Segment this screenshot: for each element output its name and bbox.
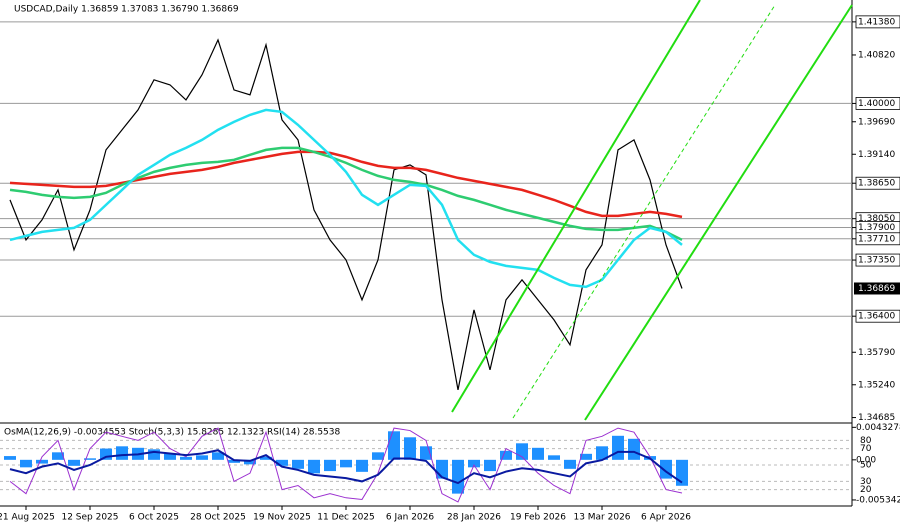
level-label-box [855, 253, 900, 267]
y-tick-label: 1.38650 [858, 179, 895, 189]
osma-bar [676, 459, 688, 486]
channel-lower [584, 4, 853, 421]
osma-bar [580, 453, 592, 460]
y-tick-label: 1.40820 [858, 50, 895, 60]
y2-tick-label: 0.00 [856, 455, 876, 465]
osma-bar [612, 435, 624, 460]
y-tick-label: 1.40000 [858, 99, 895, 109]
chart-title: USDCAD,Daily 1.36859 1.37083 1.36790 1.3… [14, 5, 239, 15]
level-label-box [855, 232, 900, 246]
y-tick-label: 70 [860, 444, 872, 454]
osma-bar [372, 452, 384, 460]
osma-bar [388, 431, 400, 460]
last-price-box [854, 282, 900, 295]
level-label-box [855, 97, 900, 110]
channel-mid [512, 4, 776, 419]
osma-bar [436, 459, 448, 479]
y-tick-label: 50 [860, 461, 872, 471]
osma-bar [212, 452, 224, 460]
osma-bar [52, 452, 64, 460]
osma-bar [532, 447, 544, 460]
osma-bar [164, 453, 176, 460]
osma-bar [564, 459, 576, 469]
oscillator-line [9, 427, 683, 503]
oscillator-title: OsMA(12,26,9) -0.0034553 Stoch(5,3,3) 15… [4, 428, 340, 438]
channel-upper [451, 0, 701, 413]
level-label-box [855, 15, 900, 29]
osma-bar [292, 459, 304, 469]
osma-bar [36, 459, 48, 464]
osma-bar [20, 459, 32, 468]
y-tick-label: 20 [860, 485, 872, 495]
y-tick-label: 80 [860, 436, 872, 446]
y-tick-label: 30 [860, 477, 872, 487]
osma-bar [308, 459, 320, 474]
x-tick-label: 6 Oct 2025 [129, 513, 179, 523]
level-label-box [855, 176, 900, 190]
osma-bar [452, 459, 464, 494]
moving-average [9, 108, 683, 289]
x-tick-label: 12 Sep 2025 [61, 513, 118, 523]
y-tick-label: 1.37710 [858, 234, 895, 244]
osma-bar [468, 459, 480, 468]
osma-bar [324, 459, 336, 472]
x-tick-label: 6 Apr 2026 [641, 513, 691, 523]
price-line [9, 38, 683, 391]
osma-bar [180, 456, 192, 460]
x-tick-label: 6 Jan 2026 [386, 513, 434, 523]
osma-bar [4, 456, 16, 460]
last-price-label: 1.36869 [858, 284, 895, 294]
level-label-box [855, 309, 900, 323]
moving-average [9, 146, 683, 242]
channel-lines [451, 0, 853, 421]
x-tick-label: 21 Aug 2025 [0, 513, 55, 523]
osma-bar [100, 448, 112, 460]
x-tick-label: 11 Dec 2025 [317, 513, 375, 523]
osma-bar [84, 458, 96, 460]
osma-bar [228, 459, 240, 463]
osma-bar [196, 455, 208, 460]
oscillator-line [9, 449, 683, 485]
y-tick-label: 1.39140 [858, 150, 895, 160]
y-tick-label: 1.35240 [858, 380, 895, 390]
moving-average [9, 150, 683, 219]
y-tick-label: 1.38050 [858, 214, 895, 224]
osma-bar [244, 459, 256, 465]
x-tick-label: 19 Feb 2026 [510, 513, 566, 523]
x-tick-label: 19 Nov 2025 [253, 513, 311, 523]
y-tick-label: 1.37350 [858, 256, 895, 266]
x-tick-label: 28 Jan 2026 [447, 513, 501, 523]
y-tick-label: 1.36400 [858, 312, 895, 322]
osma-bar [500, 450, 512, 460]
osma-bar [628, 438, 640, 460]
osma-bar [404, 437, 416, 460]
osma-bar [340, 459, 352, 468]
x-tick-label: 13 Mar 2026 [573, 513, 630, 523]
osma-bar [68, 459, 80, 466]
y-tick-label: 1.39690 [858, 117, 895, 127]
y2-tick-label: 0.0043278 [856, 423, 900, 433]
osma-bar [116, 446, 128, 460]
osma-bar [484, 459, 496, 472]
y2-tick-label: -0.0053424 [856, 495, 900, 505]
y-tick-label: 1.41380 [858, 17, 895, 27]
y-tick-label: 1.37900 [858, 223, 895, 233]
osma-bar [596, 446, 608, 460]
osma-bar [148, 449, 160, 460]
y-tick-label: 1.35790 [858, 348, 895, 358]
y-tick-label: 1.34685 [858, 413, 895, 423]
osma-bar [356, 459, 368, 472]
x-tick-label: 28 Oct 2025 [190, 513, 246, 523]
osma-bar [548, 455, 560, 460]
osma-bar [260, 456, 272, 460]
osma-bar [276, 459, 288, 466]
